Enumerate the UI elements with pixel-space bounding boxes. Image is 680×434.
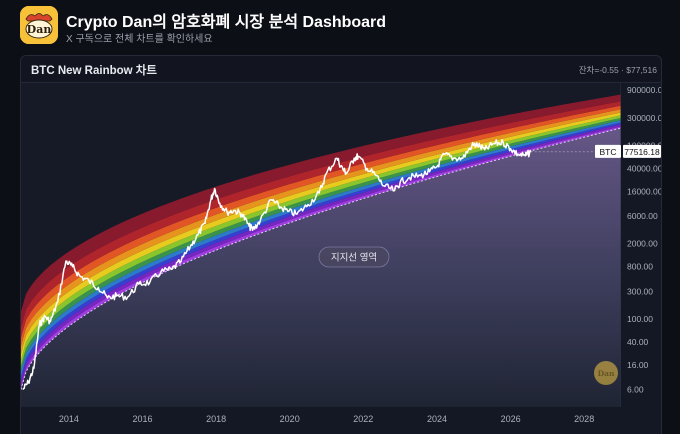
chart-card-title: BTC New Rainbow 차트 [31,65,157,77]
x-axis-panel [21,407,661,434]
logo-icon: Dan [20,6,58,44]
y-tick-label: 300000.00 [627,113,661,123]
y-tick-label: 900000.00 [627,85,661,95]
y-tick-label: 2000.00 [627,239,658,249]
dashboard-header: Dan Crypto Dan의 암호화폐 시장 분석 Dashboard X 구… [0,0,680,52]
y-tick-label: 16000.00 [627,186,661,196]
watermark-text: Dan [598,369,615,378]
x-tick-label: 2026 [501,414,521,424]
last-price-name-tag [595,144,621,158]
last-price-name: BTC [600,147,617,157]
y-tick-label: 100.00 [627,314,653,324]
x-tick-label: 2018 [206,414,226,424]
support-region-label: 지지선 영역 [331,253,377,264]
last-price-value-tag [623,144,661,158]
btc-price-line [22,139,532,391]
rainbow-chart[interactable]: 900000.00300000.00100000.0040000.0016000… [21,83,661,434]
watermark-logo [594,361,618,385]
card-divider [21,82,661,83]
y-tick-label: 300.00 [627,286,653,296]
y-axis-panel [621,83,661,434]
app-title: Crypto Dan의 암호화폐 시장 분석 Dashboard [66,14,387,31]
y-tick-label: 40000.00 [627,163,661,173]
y-tick-label: 6.00 [627,385,644,395]
x-tick-label: 2020 [280,414,300,424]
y-tick-label: 6000.00 [627,211,658,221]
app-subtitle: X 구독으로 전체 차트를 확인하세요 [66,34,213,45]
support-label-pill [318,246,390,268]
x-tick-label: 2024 [427,414,447,424]
x-tick-label: 2016 [132,414,152,424]
y-tick-label: 800.00 [627,262,653,272]
y-tick-label: 40.00 [627,337,649,347]
logo-text: Dan [27,23,52,36]
x-tick-label: 2028 [574,414,594,424]
y-tick-label: 16.00 [627,360,649,370]
support-area [21,128,621,407]
x-tick-label: 2014 [59,414,79,424]
rainbow-chart-card: BTC New Rainbow 차트 잔차=-0.55 · $77,516 90… [20,55,662,434]
residual-price-readout: 잔차=-0.55 · $77,516 [578,65,657,75]
last-price-value: 77516.18 [624,147,660,157]
crypto-dan-logo[interactable]: Dan [20,6,58,44]
x-tick-label: 2022 [353,414,373,424]
